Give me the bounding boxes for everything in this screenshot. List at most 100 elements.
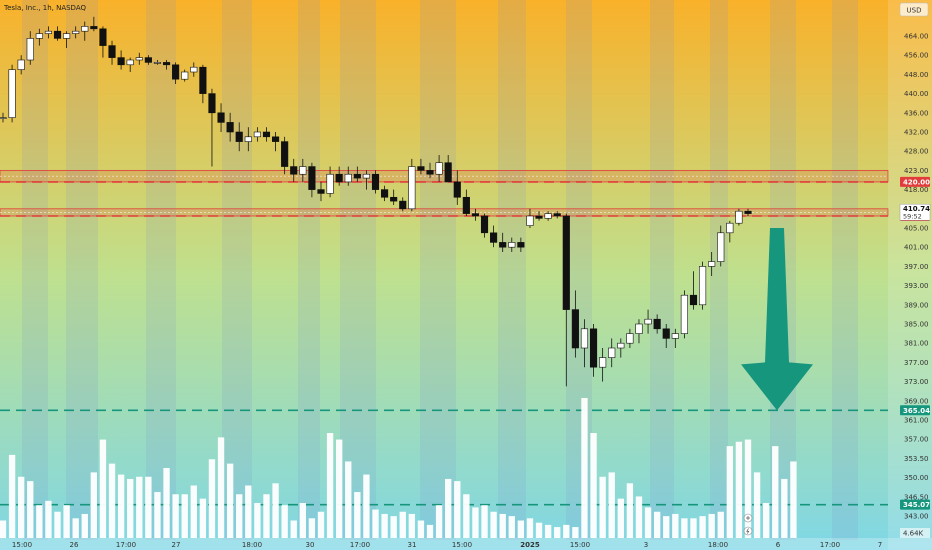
candle[interactable]: [217, 103, 225, 132]
candle[interactable]: [72, 26, 80, 39]
candle[interactable]: [335, 166, 343, 186]
candle[interactable]: [153, 60, 162, 65]
candle[interactable]: [726, 220, 734, 243]
candle[interactable]: [490, 225, 498, 248]
candle[interactable]: [499, 232, 507, 252]
candle[interactable]: [162, 60, 171, 70]
candle[interactable]: [362, 170, 370, 190]
candle[interactable]: [417, 158, 425, 175]
candle[interactable]: [653, 314, 661, 334]
candle[interactable]: [544, 211, 552, 221]
candle[interactable]: [8, 64, 16, 123]
currency-button[interactable]: [899, 2, 929, 17]
candle[interactable]: [699, 261, 707, 310]
candle[interactable]: [117, 50, 125, 70]
volume-bar: [299, 503, 306, 538]
candle[interactable]: [426, 162, 434, 179]
candle[interactable]: [326, 166, 334, 198]
candle[interactable]: [90, 16, 98, 32]
candle-body: [235, 131, 243, 142]
candle[interactable]: [135, 52, 143, 65]
candle[interactable]: [81, 21, 89, 41]
time-tick-label: 17:00: [350, 541, 370, 549]
candle[interactable]: [571, 290, 579, 358]
candle[interactable]: [717, 225, 725, 267]
candle[interactable]: [208, 88, 216, 167]
candle[interactable]: [617, 338, 625, 358]
candle[interactable]: [290, 158, 298, 182]
candle[interactable]: [735, 208, 743, 226]
candle[interactable]: [689, 271, 698, 310]
candle[interactable]: [680, 290, 688, 339]
candle[interactable]: [562, 213, 570, 387]
candle[interactable]: [271, 132, 280, 152]
candle-body: [99, 28, 107, 46]
candle[interactable]: [399, 197, 407, 212]
candle[interactable]: [644, 309, 652, 334]
candle[interactable]: [53, 26, 62, 41]
candle[interactable]: [662, 324, 670, 348]
candle[interactable]: [181, 69, 189, 82]
candle[interactable]: [462, 189, 470, 216]
candle-body: [680, 294, 688, 334]
candle[interactable]: [253, 127, 261, 142]
candle[interactable]: [671, 328, 679, 348]
candle[interactable]: [126, 57, 134, 72]
candle-body: [63, 33, 71, 39]
candle[interactable]: [526, 208, 534, 228]
candle[interactable]: [226, 112, 234, 142]
candle[interactable]: [199, 64, 207, 104]
session-band: [66, 0, 98, 540]
candle[interactable]: [308, 162, 316, 198]
candle[interactable]: [371, 170, 380, 194]
replay-icon[interactable]: [743, 513, 753, 523]
candle[interactable]: [408, 158, 416, 212]
volume-bar: [81, 513, 88, 538]
candle[interactable]: [453, 170, 461, 205]
candle[interactable]: [235, 122, 243, 152]
candle[interactable]: [390, 189, 398, 205]
time-tick-label: 15:00: [452, 541, 472, 549]
candle[interactable]: [317, 181, 325, 202]
candle[interactable]: [517, 237, 525, 252]
candle[interactable]: [480, 213, 489, 238]
candle[interactable]: [108, 40, 116, 65]
candle[interactable]: [26, 31, 34, 65]
candle[interactable]: [435, 155, 443, 182]
candle[interactable]: [535, 211, 543, 221]
candle[interactable]: [144, 55, 152, 65]
candle[interactable]: [262, 127, 271, 142]
lightning-icon[interactable]: [743, 526, 753, 536]
candle[interactable]: [608, 338, 616, 368]
last-price-bg: [899, 203, 931, 221]
candle[interactable]: [281, 136, 289, 175]
candle[interactable]: [599, 348, 607, 382]
candle[interactable]: [708, 252, 716, 276]
candle[interactable]: [299, 158, 307, 182]
candle[interactable]: [344, 166, 352, 186]
candle[interactable]: [444, 155, 452, 183]
candle[interactable]: [0, 112, 7, 123]
candle[interactable]: [553, 211, 561, 219]
candle-body: [644, 318, 652, 325]
candle[interactable]: [381, 185, 389, 202]
candle[interactable]: [626, 328, 634, 348]
candle[interactable]: [63, 31, 71, 48]
candle[interactable]: [190, 62, 198, 77]
candle[interactable]: [35, 28, 43, 46]
candle[interactable]: [44, 26, 52, 39]
candle[interactable]: [17, 55, 25, 75]
candle[interactable]: [589, 324, 598, 377]
candle[interactable]: [471, 208, 480, 221]
candle[interactable]: [744, 208, 752, 216]
candle[interactable]: [580, 319, 589, 368]
candle-body: [462, 196, 470, 214]
candle[interactable]: [508, 237, 516, 252]
candle[interactable]: [635, 319, 643, 344]
candle[interactable]: [172, 62, 180, 84]
volume-bar: [454, 481, 461, 538]
candle[interactable]: [99, 26, 107, 58]
candle[interactable]: [244, 127, 252, 152]
candle[interactable]: [353, 166, 361, 182]
